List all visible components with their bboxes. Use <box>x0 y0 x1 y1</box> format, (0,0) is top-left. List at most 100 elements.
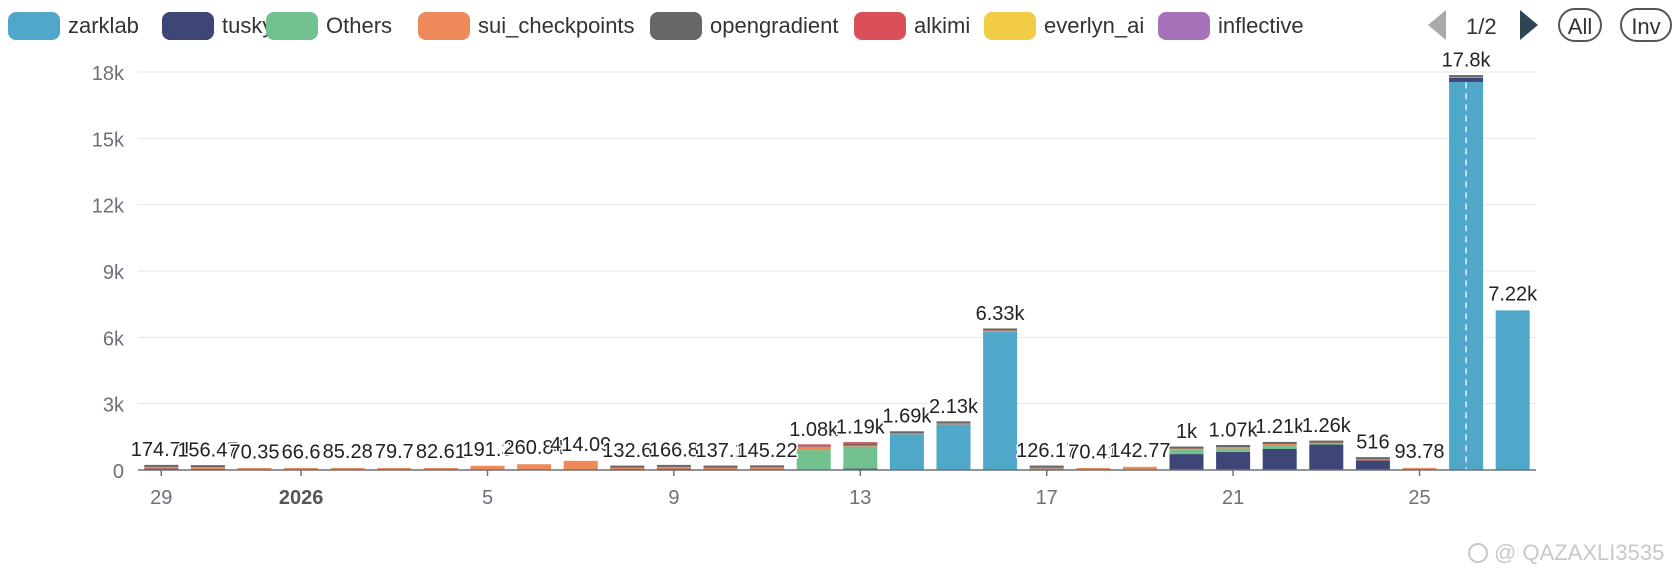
total-value-label: 82.61 <box>416 441 466 463</box>
bar-opengradient-11 <box>750 465 785 468</box>
bar-Others-12 <box>796 450 831 470</box>
bar-sui-checkpoints-3 <box>377 468 412 470</box>
y-tick-label: 0 <box>113 461 124 483</box>
bar-sui-checkpoints-2026 <box>284 468 319 470</box>
bar-sui-checkpoints-19 <box>1122 466 1157 470</box>
total-value-label: 1.26k <box>1302 415 1352 437</box>
legend-label: inflective <box>1218 13 1304 38</box>
total-value-label: 1.19k <box>836 417 886 439</box>
bar-opengradient-20 <box>1169 446 1204 449</box>
legend-swatch <box>650 12 702 40</box>
total-value-label: 191.3 <box>462 439 512 461</box>
bar-sui-checkpoints-20 <box>1169 447 1204 450</box>
legend-select-all-button[interactable]: All <box>1558 8 1602 42</box>
bar-opengradient-30 <box>190 465 225 468</box>
bar-opengradient-10 <box>703 465 738 468</box>
watermark-text: @ QAZAXLI3535 <box>1494 540 1665 565</box>
legend-label: opengradient <box>710 13 839 38</box>
x-tick-label: 9 <box>668 487 679 509</box>
bar-sui-checkpoints-21 <box>1216 446 1251 449</box>
bar-zarklab-27 <box>1495 310 1530 470</box>
legend-swatch <box>266 12 318 40</box>
bar-opengradient-17 <box>1029 465 1064 468</box>
legend-prev-page-icon[interactable] <box>1428 10 1446 40</box>
bar-sui-checkpoints-22 <box>1262 443 1297 446</box>
bar-opengradient-26 <box>1449 75 1484 78</box>
total-value-label: 85.28 <box>323 441 373 463</box>
bar-tusky-20 <box>1169 454 1204 470</box>
total-value-label: 1.69k <box>882 406 932 428</box>
x-tick-label: 13 <box>849 487 871 509</box>
total-value-label: 2.13k <box>929 396 979 418</box>
bar-sui-checkpoints-2 <box>330 468 365 470</box>
x-tick-label: 29 <box>150 487 172 509</box>
legend-swatch <box>854 12 906 40</box>
total-value-label: 70.41 <box>1068 441 1118 463</box>
legend-label: Others <box>326 13 393 38</box>
legend-swatch <box>1158 12 1210 40</box>
total-value-label: 17.8k <box>1442 49 1492 71</box>
bar-tusky-13 <box>843 468 878 470</box>
bar-tusky-26 <box>1449 77 1484 82</box>
x-tick-label: 25 <box>1408 487 1430 509</box>
bar-tusky-24 <box>1355 460 1390 470</box>
bar-alkimi-12 <box>796 444 831 447</box>
total-value-label: 145.22 <box>737 440 798 462</box>
bar-sui-checkpoints-24 <box>1355 458 1390 461</box>
chart-legend: zarklab tusky Others sui_checkpoints opengra… <box>0 0 1680 52</box>
total-value-label: 6.33k <box>976 303 1026 325</box>
total-value-label: 7.22k <box>1488 283 1538 305</box>
x-tick-label: 17 <box>1036 487 1058 509</box>
bar-opengradient-16 <box>983 328 1018 331</box>
bar-sui-checkpoints-11 <box>750 467 785 470</box>
total-value-label: 1.08k <box>789 419 839 441</box>
total-value-label: 166.8 <box>649 439 699 461</box>
legend-swatch <box>984 12 1036 40</box>
legend-label: sui_checkpoints <box>478 13 635 38</box>
bar-opengradient-29 <box>144 464 179 467</box>
bar-sui-checkpoints-9 <box>656 466 691 469</box>
total-value-label: 126.17 <box>1016 440 1077 462</box>
bar-zarklab-16 <box>983 331 1018 470</box>
bar-sui-checkpoints-4 <box>423 468 458 470</box>
x-tick-label: 5 <box>482 487 493 509</box>
bar-sui-checkpoints-31 <box>237 468 272 470</box>
bar-Others-21 <box>1216 448 1251 452</box>
bar-tusky-22 <box>1262 448 1297 470</box>
bar-sui-checkpoints-29 <box>144 466 179 469</box>
legend-invert-selection-button[interactable]: Inv <box>1620 8 1672 42</box>
bar-sui-checkpoints-16 <box>983 329 1018 332</box>
legend-page-indicator: 1/2 <box>1466 14 1497 39</box>
bar-tusky-29 <box>144 468 179 470</box>
legend-swatch <box>8 12 60 40</box>
bar-sui-checkpoints-6 <box>517 464 552 470</box>
bar-opengradient-15 <box>936 421 971 424</box>
total-value-label: 260.84 <box>504 437 565 459</box>
bar-opengradient-8 <box>610 465 645 468</box>
total-value-label: 1.21k <box>1255 416 1305 438</box>
total-value-label: 516 <box>1356 432 1389 454</box>
bar-sui-checkpoints-25 <box>1402 467 1437 470</box>
watermark-logo-icon <box>1468 543 1488 563</box>
bar-opengradient-24 <box>1355 457 1390 460</box>
y-tick-label: 18k <box>92 63 125 85</box>
legend-label: everlyn_ai <box>1044 13 1145 38</box>
bar-sui-checkpoints-30 <box>190 467 225 470</box>
bar-tusky-23 <box>1309 444 1344 470</box>
bar-opengradient-9 <box>656 464 691 467</box>
legend-next-page-icon[interactable] <box>1520 10 1538 40</box>
bar-alkimi-13 <box>843 442 878 445</box>
bar-sui-checkpoints-5 <box>470 465 505 470</box>
total-value-label: 156.47 <box>177 440 238 462</box>
total-value-label: 137.1 <box>695 440 745 462</box>
y-tick-label: 15k <box>92 129 125 151</box>
bar-sui-checkpoints-13 <box>843 444 878 447</box>
bar-sui-checkpoints-17 <box>1029 466 1064 469</box>
bar-sui-checkpoints-18 <box>1076 468 1111 470</box>
total-value-label: 1.07k <box>1209 419 1259 441</box>
bar-sui-checkpoints-12 <box>796 446 831 451</box>
total-value-label: 70.35 <box>229 441 279 463</box>
total-value-label: 79.7 <box>375 441 414 463</box>
bar-tusky-21 <box>1216 451 1251 470</box>
